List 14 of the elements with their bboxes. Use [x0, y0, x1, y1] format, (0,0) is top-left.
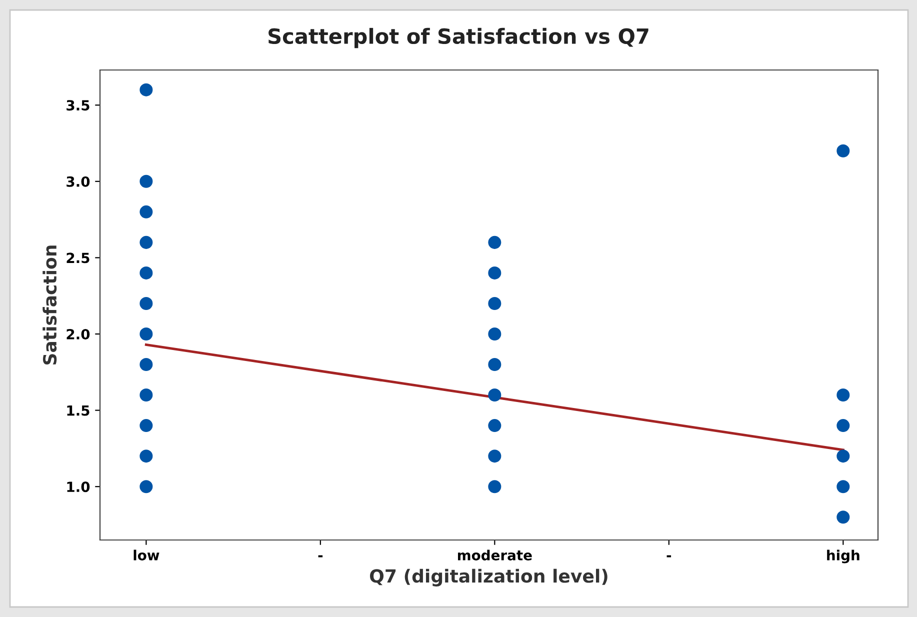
x-tick-label: high — [827, 550, 860, 564]
x-tick-label: moderate — [458, 550, 532, 560]
x-axis-title: Q7 (digitalization level) — [370, 568, 608, 586]
y-axis-title: Satisfaction — [42, 246, 57, 364]
chart-title: Scatterplot of Satisfaction vs Q7 — [268, 28, 648, 48]
y-tick-label: 1.5 — [67, 405, 90, 416]
y-tick-label: 3.5 — [66, 100, 90, 111]
y-tick-label: 1.0 — [67, 482, 90, 492]
y-tick-label: 3.0 — [66, 176, 90, 187]
x-tick-label: low — [134, 550, 160, 560]
x-tick-label: - — [318, 555, 323, 558]
y-tick-label: 2.0 — [66, 328, 90, 340]
y-tick-label: 2.5 — [66, 252, 90, 264]
x-tick-label: - — [666, 555, 672, 558]
